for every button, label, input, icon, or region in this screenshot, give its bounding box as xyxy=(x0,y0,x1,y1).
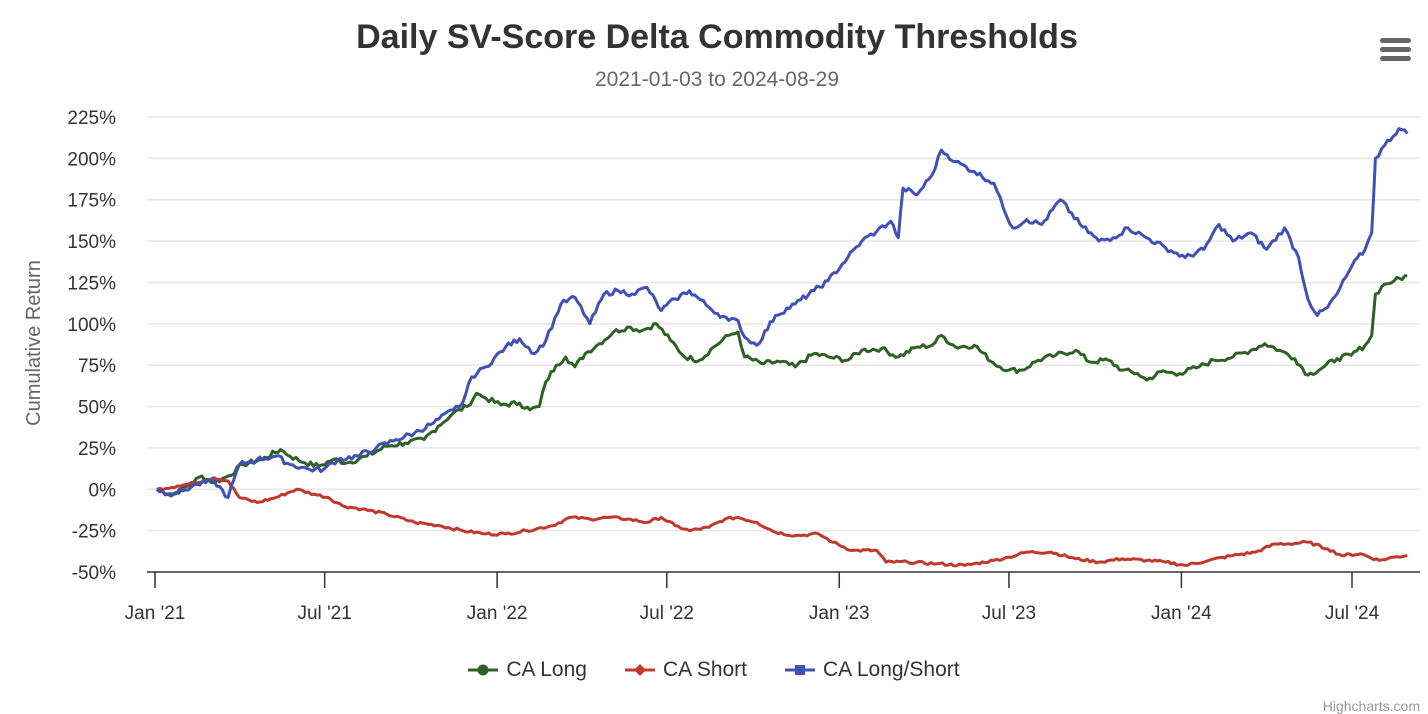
y-tick-label: 0% xyxy=(89,480,117,501)
x-axis: Jan '21 Jul '21 Jan '22 Jul '22 Jan '23 Jul '… xyxy=(125,571,1420,624)
y-tick-label: 25% xyxy=(78,439,116,460)
y-axis-labels: -50% -25% 0% 25% 50% 75% 100% 125% 150% 175% 200% 2… xyxy=(67,108,116,584)
legend-square-icon xyxy=(785,665,816,675)
y-tick-label: -25% xyxy=(72,522,116,543)
y-axis-title: Cumulative Return xyxy=(23,260,45,426)
credits-link[interactable]: Highcharts.com xyxy=(1322,698,1420,714)
y-tick-label: 150% xyxy=(67,232,116,253)
legend-diamond-icon xyxy=(624,664,655,676)
x-tick-label: Jul '24 xyxy=(1325,603,1380,624)
legend-label: CA Long xyxy=(506,658,587,681)
y-tick-label: 75% xyxy=(78,356,116,377)
series-line-ca-long[interactable] xyxy=(156,274,1408,496)
legend-item-ca-long-short[interactable]: CA Long/Short xyxy=(785,658,960,682)
legend-circle-icon xyxy=(468,664,499,676)
y-tick-label: 200% xyxy=(67,149,116,170)
series-line-ca-long-short[interactable] xyxy=(155,127,1409,499)
x-tick-label: Jul '21 xyxy=(297,603,351,624)
legend-label: CA Long/Short xyxy=(823,658,960,681)
gridlines xyxy=(147,116,1420,532)
x-tick-label: Jul '22 xyxy=(640,603,694,624)
chart-subtitle: 2021-01-03 to 2024-08-29 xyxy=(594,68,840,91)
legend: CA Long CA Short CA Long/Short xyxy=(0,658,1428,682)
y-tick-label: -50% xyxy=(72,563,116,584)
y-tick-label: 100% xyxy=(67,315,116,336)
x-tick-label: Jan '23 xyxy=(809,603,870,624)
legend-label: CA Short xyxy=(662,658,748,681)
x-tick-label: Jan '21 xyxy=(125,603,186,624)
y-tick-label: 50% xyxy=(78,398,116,419)
legend-item-ca-short[interactable]: CA Short xyxy=(624,658,748,682)
x-tick-label: Jan '22 xyxy=(467,603,528,624)
y-tick-label: 225% xyxy=(67,108,116,129)
legend-item-ca-long[interactable]: CA Long xyxy=(468,658,587,682)
x-tick-label: Jul '23 xyxy=(982,603,1036,624)
series-lines xyxy=(155,127,1409,568)
y-tick-label: 175% xyxy=(67,191,116,212)
chart-title: Daily SV-Score Delta Commodity Threshold… xyxy=(356,18,1078,56)
x-tick-label: Jan '24 xyxy=(1151,603,1212,624)
y-tick-label: 125% xyxy=(67,273,116,294)
chart-context-menu-button[interactable] xyxy=(1372,32,1420,70)
series-line-ca-short[interactable] xyxy=(156,476,1408,568)
